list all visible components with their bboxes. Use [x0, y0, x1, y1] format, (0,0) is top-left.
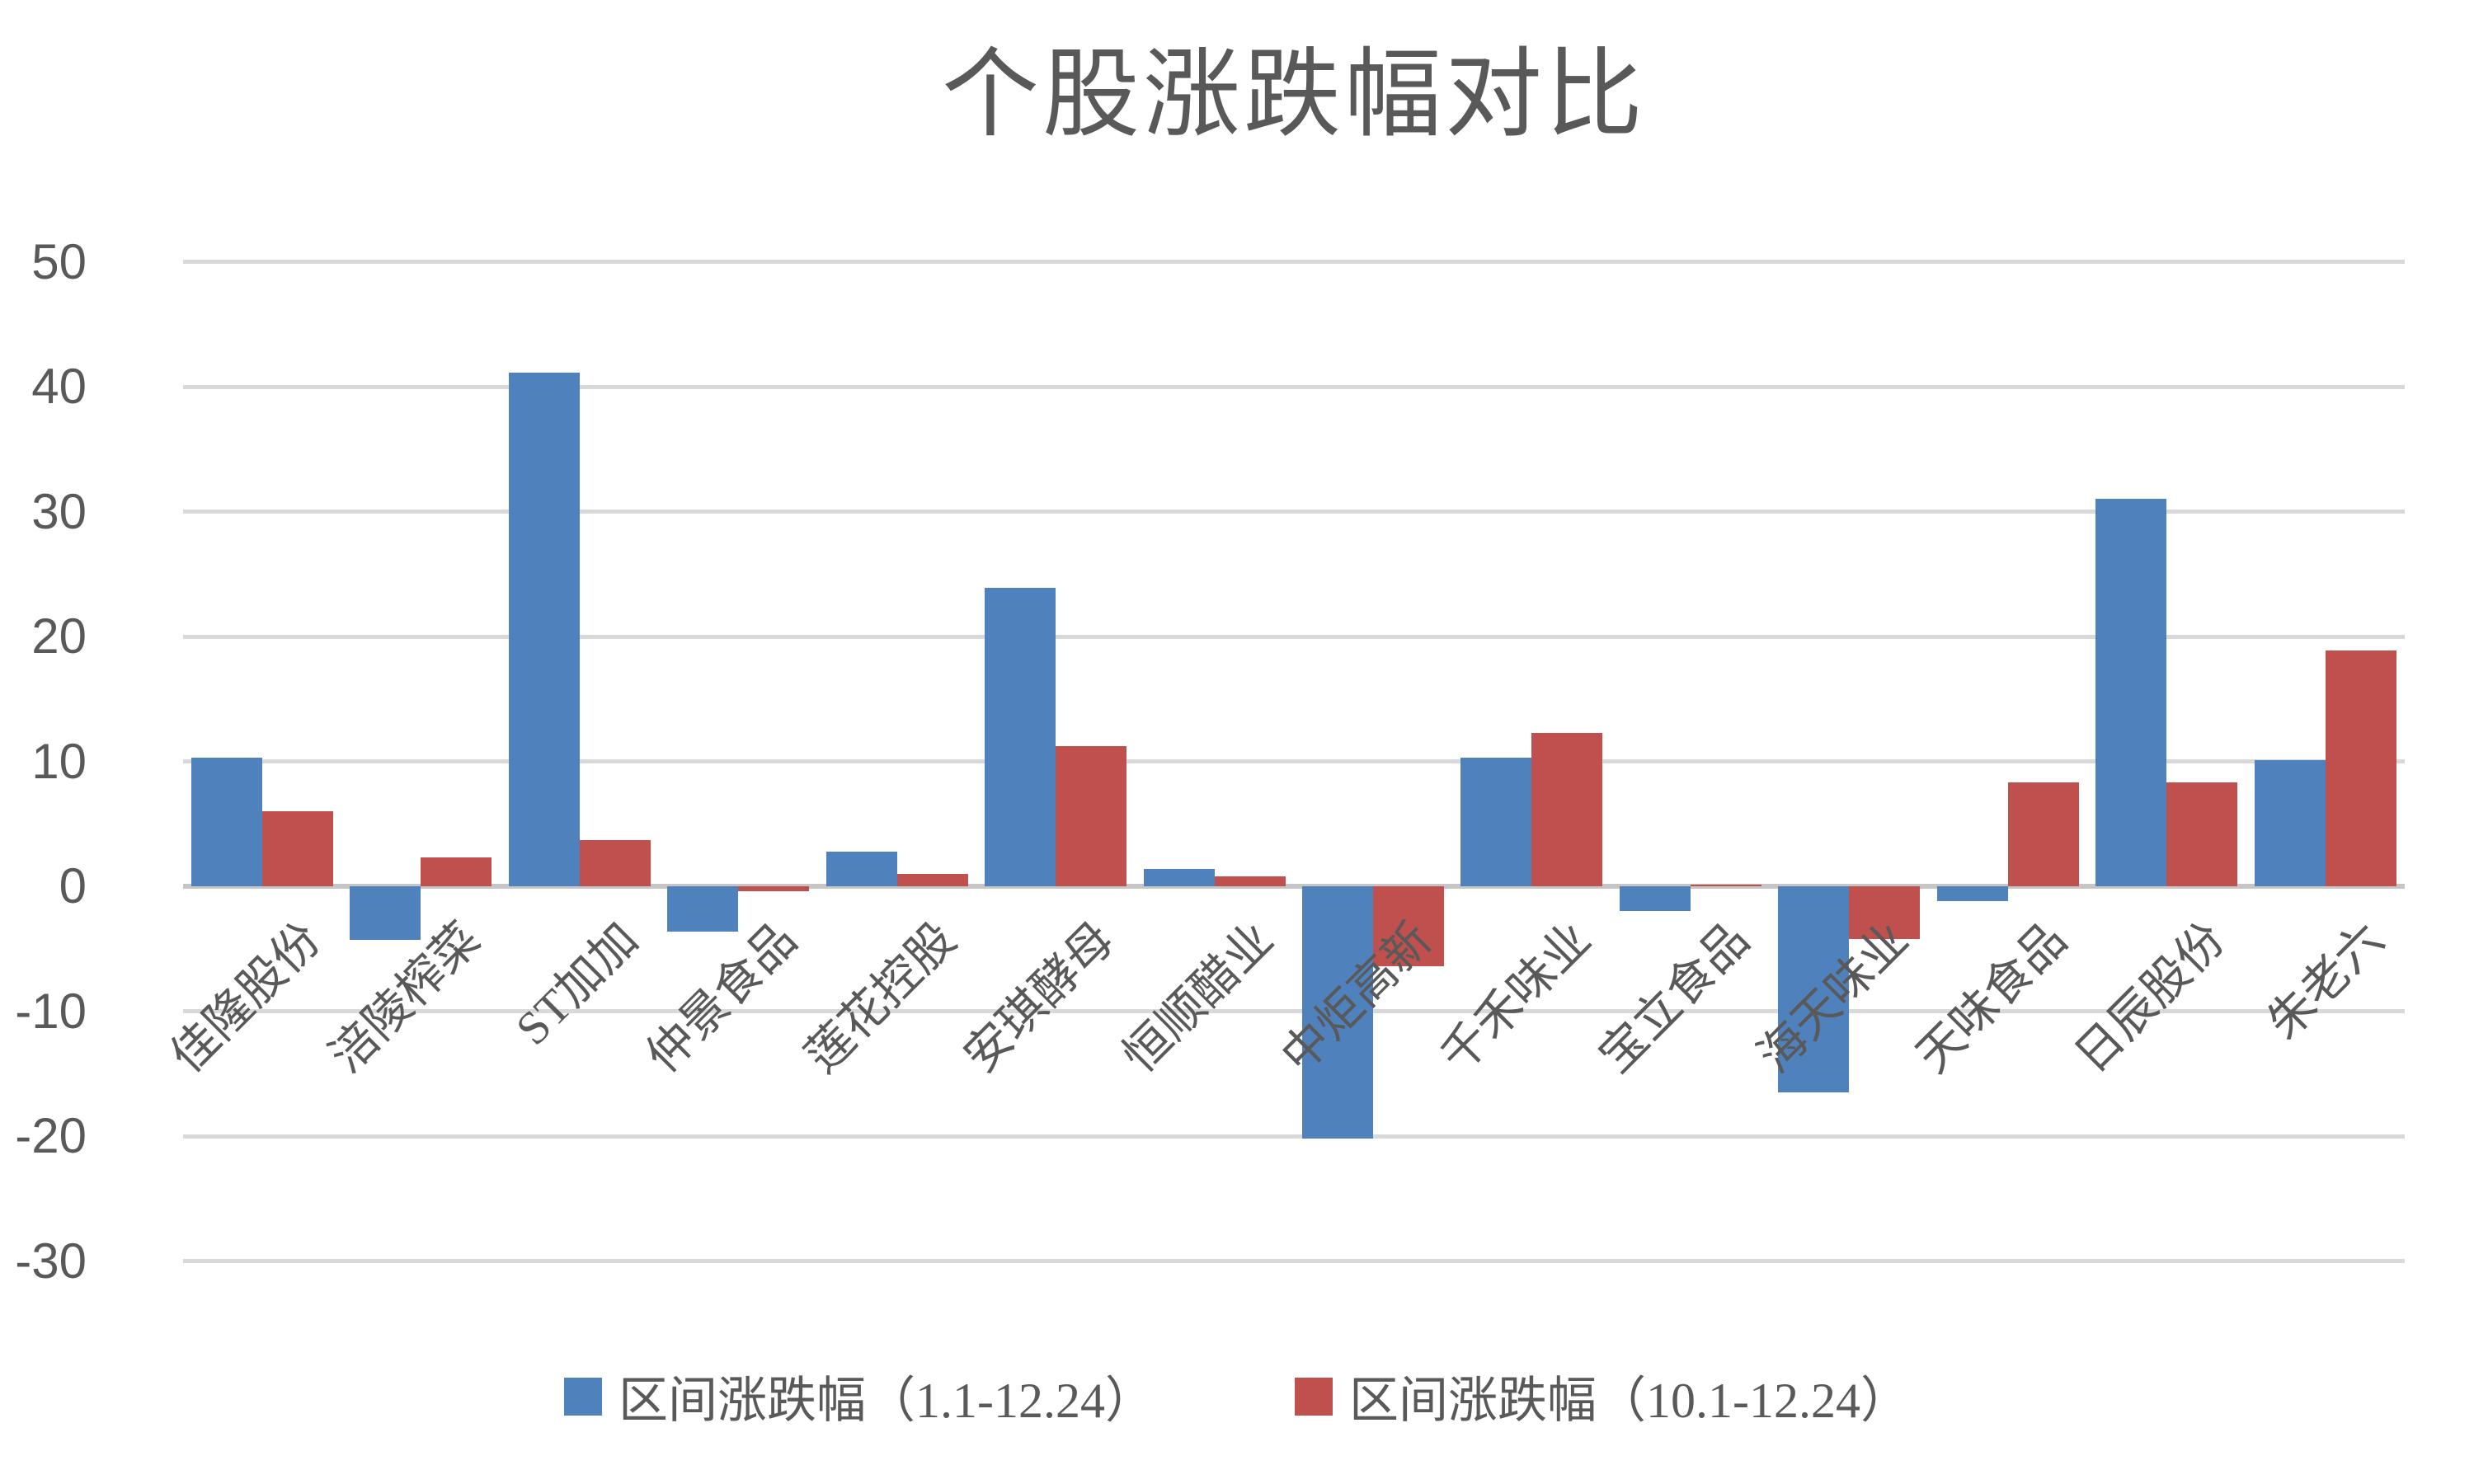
bar-series2-海天味业	[1849, 886, 1920, 939]
x-category-label: 安琪酵母	[954, 913, 1125, 1083]
legend-item-series2: 区间涨跌幅（10.1-12.24）	[1295, 1360, 1910, 1432]
bar-series2-安琪酵母	[1056, 746, 1126, 886]
y-tick-label: 30	[31, 483, 87, 539]
bar-series1-朱老六	[2255, 759, 2326, 886]
y-tick-label: 0	[59, 858, 87, 913]
bar-series1-安琪酵母	[985, 587, 1056, 886]
bar-series2-莲花控股	[897, 873, 968, 886]
bar-series1-佳隆股份	[191, 757, 262, 886]
bar-series1-ST加加	[509, 373, 580, 886]
x-category-label: 天味食品	[1907, 913, 2077, 1083]
gridline	[183, 510, 2405, 514]
bar-series1-天味食品	[1937, 886, 2008, 902]
bar-series1-日辰股份	[2095, 499, 2166, 886]
x-category-label: 日辰股份	[2065, 913, 2236, 1083]
bar-series1-中炬高新	[1302, 886, 1373, 1139]
x-category-label: 仲景食品	[637, 913, 807, 1083]
bar-series1-海天味业	[1778, 886, 1849, 1092]
y-tick-label: -10	[15, 983, 87, 1039]
legend-label: 区间涨跌幅（10.1-12.24）	[1349, 1374, 1910, 1428]
bar-series2-朱老六	[2326, 650, 2396, 886]
bar-series1-恒顺醋业	[1144, 868, 1215, 886]
bar-series2-千禾味业	[1531, 732, 1602, 886]
chart-title: 个股涨跌幅对比	[941, 41, 1646, 149]
bar-series1-千禾味业	[1460, 757, 1531, 886]
x-category-label: 莲花控股	[796, 913, 967, 1083]
x-category-label: 宝立食品	[1589, 913, 1760, 1083]
y-tick-label: -20	[15, 1108, 87, 1163]
gridline	[183, 384, 2405, 389]
bar-series2-宝立食品	[1691, 885, 1761, 886]
bar-series2-仲景食品	[738, 886, 809, 892]
bar-series2-天味食品	[2008, 782, 2079, 886]
y-tick-label: 50	[31, 233, 87, 289]
y-tick-label: 20	[31, 608, 87, 664]
y-tick-label: 40	[31, 359, 87, 414]
gridline	[183, 260, 2405, 264]
legend-swatch-icon	[564, 1377, 603, 1416]
gridline	[183, 1134, 2405, 1139]
bar-series1-宝立食品	[1620, 886, 1691, 912]
chart-legend: 区间涨跌幅（1.1-12.24） 区间涨跌幅（10.1-12.24）	[0, 1360, 2474, 1432]
y-tick-label: 10	[31, 733, 87, 789]
bar-series2-恒顺醋业	[1215, 876, 1286, 886]
bar-series2-日辰股份	[2166, 782, 2237, 886]
bar-series2-ST加加	[580, 839, 651, 886]
gridline	[183, 634, 2405, 639]
x-category-label: 千禾味业	[1431, 913, 1602, 1083]
x-category-label: ST加加	[506, 913, 649, 1055]
bar-series2-佳隆股份	[262, 811, 333, 886]
bar-series1-仲景食品	[667, 886, 738, 932]
zero-axis-line	[183, 884, 2405, 889]
bar-series2-中炬高新	[1373, 886, 1444, 966]
bar-series2-涪陵榨菜	[421, 857, 492, 886]
gridline	[183, 759, 2405, 763]
gridline	[183, 1259, 2405, 1263]
legend-swatch-icon	[1295, 1377, 1333, 1416]
x-category-label: 恒顺醋业	[1113, 913, 1284, 1083]
bar-series1-涪陵榨菜	[350, 886, 421, 941]
x-category-label: 朱老六	[2257, 913, 2395, 1050]
x-category-label: 佳隆股份	[161, 913, 332, 1083]
legend-label: 区间涨跌幅（1.1-12.24）	[618, 1374, 1155, 1428]
bar-series1-莲花控股	[826, 851, 897, 886]
gridline	[183, 1009, 2405, 1013]
legend-item-series1: 区间涨跌幅（1.1-12.24）	[564, 1360, 1155, 1432]
y-tick-label: -30	[15, 1233, 87, 1289]
